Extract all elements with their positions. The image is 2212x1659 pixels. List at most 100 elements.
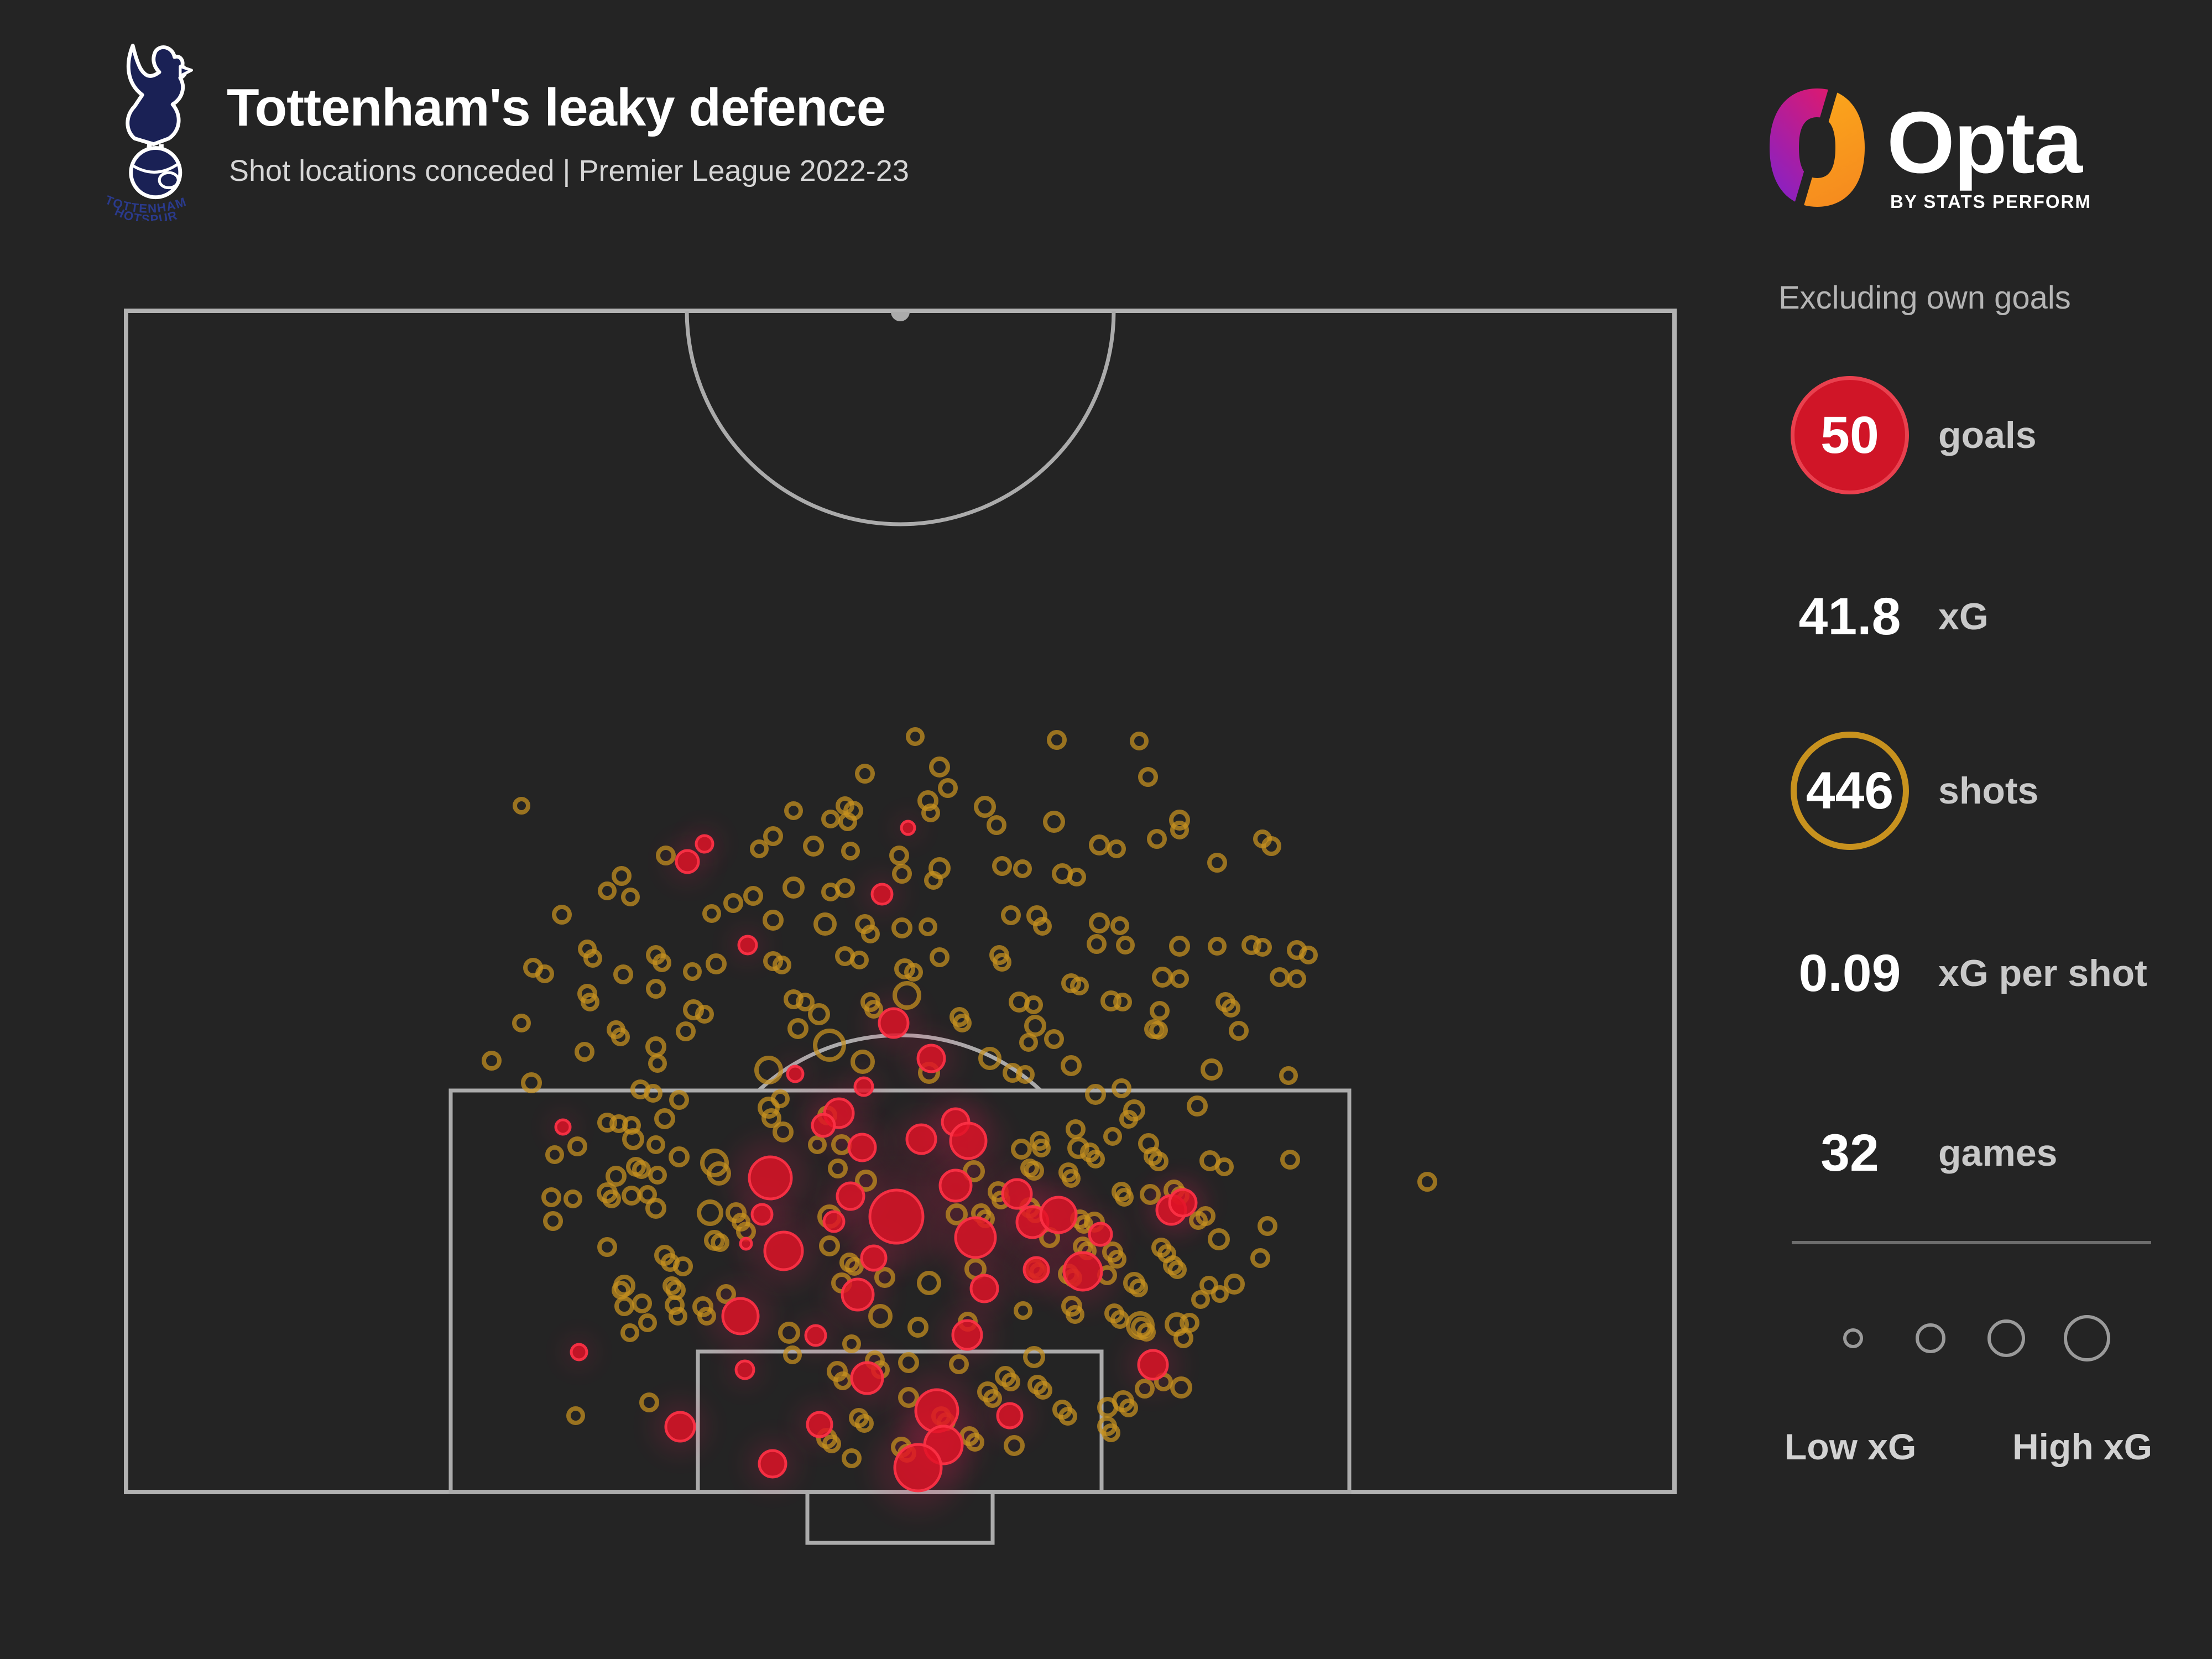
shot-marker [1110,916,1129,935]
shot-marker [1116,936,1135,954]
shot-marker [1250,1248,1270,1268]
shot-marker [1168,1260,1187,1279]
shot-marker [564,1190,582,1208]
goal-marker [850,1361,884,1395]
shot-marker [1019,1033,1038,1052]
shot-marker [1001,905,1021,925]
shot-marker [1043,811,1065,833]
opta-tagline: BY STATS PERFORM [1890,191,2091,212]
shot-marker [545,1145,564,1164]
shot-marker [833,1371,852,1390]
goal-marker [969,1274,999,1303]
shot-marker [963,1160,985,1182]
shot-marker [898,1387,919,1408]
shot-marker [1170,969,1189,988]
shot-marker [1061,1296,1082,1317]
shot-marker [1024,995,1043,1014]
shot-marker [1034,1381,1052,1400]
goal-marker [748,1155,793,1201]
shot-marker [1086,1150,1105,1168]
shot-marker [639,1392,659,1412]
goal-marker [734,1359,755,1380]
shot-marker [891,917,912,938]
stat-row-games: 32 games [1791,1094,2156,1212]
legend-size-circle [1843,1328,1863,1348]
shot-marker [796,993,815,1011]
page-title: Tottenham's leaky defence [227,78,886,137]
shot-marker [1129,1279,1148,1297]
shot-marker [864,1000,883,1019]
shot-marker [974,796,996,818]
shot-marker [761,1108,781,1128]
shot-marker [697,1199,723,1226]
shot-marker [1030,1131,1050,1151]
shot-marker [620,1323,639,1342]
shot-marker [697,1307,716,1326]
shot-marker [1165,1312,1189,1337]
shot-marker [808,1003,830,1025]
shot-marker [835,878,855,898]
shot-marker [1287,969,1306,988]
stat-row-goals: 50 goals [1791,376,2156,494]
stat-row-xg-per-shot: 0.09 xG per shot [1791,914,2156,1032]
shot-marker [938,778,958,798]
goal-marker [949,1121,988,1160]
shot-marker [993,953,1011,972]
shot-marker [992,856,1012,876]
shot-marker [842,1448,862,1468]
shot-marker [1149,1021,1168,1040]
shot-marker [1152,967,1173,988]
shot-marker [898,1352,919,1373]
shot-marker [581,993,599,1011]
shot-marker [855,1170,877,1192]
goal-marker [836,1181,865,1211]
shot-marker [966,1433,984,1452]
goal-marker [868,1188,925,1245]
shot-marker [917,1271,941,1295]
shot-marker [929,757,950,778]
shot-marker [1024,1015,1046,1037]
shot-marker [645,1198,666,1219]
shot-marker [813,912,837,936]
shot-marker [611,1027,630,1046]
shot-marker [535,964,554,983]
shot-marker [819,1235,840,1256]
shot-marker [893,981,921,1010]
shot-marker [1067,1137,1089,1159]
shot-marker [706,953,727,974]
shot-marker [1258,1216,1277,1236]
shot-marker [782,877,805,899]
shot-marker [552,905,572,925]
shot-marker [1001,1373,1020,1391]
shot-marker [784,801,803,820]
shot-marker [614,1296,634,1316]
shot-marker [763,826,783,846]
shot-marker [1070,977,1089,995]
shot-marker [1253,830,1272,848]
shot-marker [838,812,857,831]
shot-marker [648,1166,667,1185]
page-subtitle: Shot locations conceded | Premier League… [229,154,909,187]
goal-marker [1168,1188,1198,1218]
shot-marker [1066,1119,1086,1139]
goal-marker [554,1118,572,1136]
goal-marker [878,1007,910,1039]
shot-marker [946,1203,968,1225]
shot-marker [1208,937,1227,956]
goal-marker [841,1277,875,1312]
shot-marker [1170,821,1189,839]
shot-marker [707,1161,731,1186]
shots-badge: 446 [1791,732,1909,850]
legend-low-label: Low xG [1785,1426,1917,1467]
shot-marker [711,1233,729,1252]
shot-marker [1033,917,1052,936]
shot-marker [1089,912,1110,933]
goal-marker [758,1449,787,1479]
goal-marker [847,1133,877,1162]
goal-marker [750,1203,774,1226]
xg-size-legend [1791,1292,2151,1385]
shot-marker [669,1307,687,1326]
shot-marker [1201,1058,1223,1081]
shot-marker [754,1056,783,1084]
goal-marker [853,1076,874,1097]
